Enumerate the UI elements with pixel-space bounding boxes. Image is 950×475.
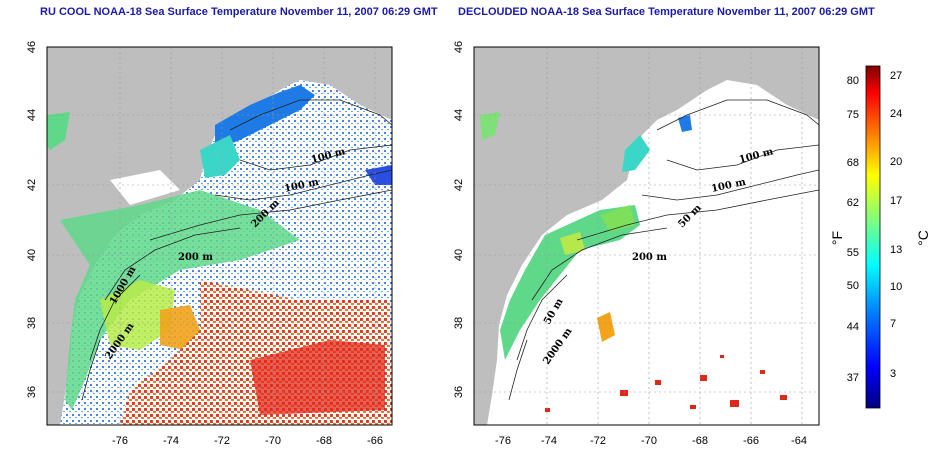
celsius-tick: 24 (890, 108, 902, 120)
left-y-tick: 46 (26, 41, 38, 53)
left-land (47, 47, 392, 425)
right-x-tick: -66 (743, 435, 759, 447)
fahrenheit-unit-label: °F (829, 231, 845, 245)
right-x-tick: -70 (641, 435, 657, 447)
left-x-tick: -70 (265, 435, 281, 447)
fahrenheit-tick: 50 (847, 280, 859, 292)
right-land (474, 47, 819, 425)
right-contour-label: 200 m (632, 252, 667, 263)
colorbar: 80 75 68 62 55 50 44 37 27 24 20 17 13 1… (829, 65, 931, 409)
left-x-tick: -66 (367, 435, 383, 447)
celsius-tick: 7 (890, 318, 896, 330)
celsius-tick: 17 (890, 195, 902, 207)
right-x-axis: -76 -74 -72 -70 -68 -66 -64 (495, 435, 807, 447)
left-sst-map (47, 47, 392, 425)
fahrenheit-tick: 55 (847, 247, 859, 259)
right-y-tick: 38 (453, 317, 465, 329)
left-map-frame (46, 46, 393, 426)
left-x-tick: -72 (214, 435, 230, 447)
fahrenheit-tick: 37 (847, 372, 859, 384)
fahrenheit-tick: 75 (847, 109, 859, 121)
right-x-tick: -68 (692, 435, 708, 447)
celsius-tick: 20 (890, 156, 902, 168)
fahrenheit-tick: 68 (847, 157, 859, 169)
celsius-tick: 13 (890, 244, 902, 256)
right-y-tick: 44 (453, 109, 465, 121)
fahrenheit-tick: 62 (847, 197, 859, 209)
celsius-tick: 10 (890, 281, 902, 293)
right-map-frame (473, 46, 820, 426)
right-y-tick: 42 (453, 179, 465, 191)
right-x-tick: -72 (590, 435, 606, 447)
right-x-tick: -74 (541, 435, 557, 447)
left-map-title: RU COOL NOAA-18 Sea Surface Temperature … (40, 6, 438, 18)
left-y-tick: 44 (26, 109, 38, 121)
left-contour-label: 200 m (178, 252, 213, 263)
left-x-tick: -74 (163, 435, 179, 447)
right-y-tick: 46 (453, 41, 465, 53)
left-x-tick: -68 (316, 435, 332, 447)
right-x-tick: -64 (791, 435, 807, 447)
left-y-tick: 38 (26, 317, 38, 329)
right-sst-map (474, 47, 819, 425)
right-y-tick: 36 (453, 386, 465, 398)
left-x-axis: -76 -74 -72 -70 -68 -66 -64 (112, 435, 383, 447)
celsius-tick: 27 (890, 70, 902, 82)
left-y-axis: 46 44 42 40 38 36 (26, 41, 38, 398)
fahrenheit-tick: 44 (847, 321, 859, 333)
colorbar-gradient (865, 65, 881, 409)
celsius-unit-label: °C (915, 230, 931, 246)
left-x-tick: -76 (112, 435, 128, 447)
right-x-tick: -76 (495, 435, 511, 447)
right-y-tick: 40 (453, 249, 465, 261)
left-y-tick: 40 (26, 249, 38, 261)
left-y-tick: 42 (26, 179, 38, 191)
left-y-tick: 36 (26, 386, 38, 398)
fahrenheit-tick: 80 (847, 75, 859, 87)
right-y-axis: 46 44 42 40 38 36 (453, 41, 465, 398)
celsius-tick: 3 (890, 368, 896, 380)
right-map-title: DECLOUDED NOAA-18 Sea Surface Temperatur… (458, 6, 875, 18)
